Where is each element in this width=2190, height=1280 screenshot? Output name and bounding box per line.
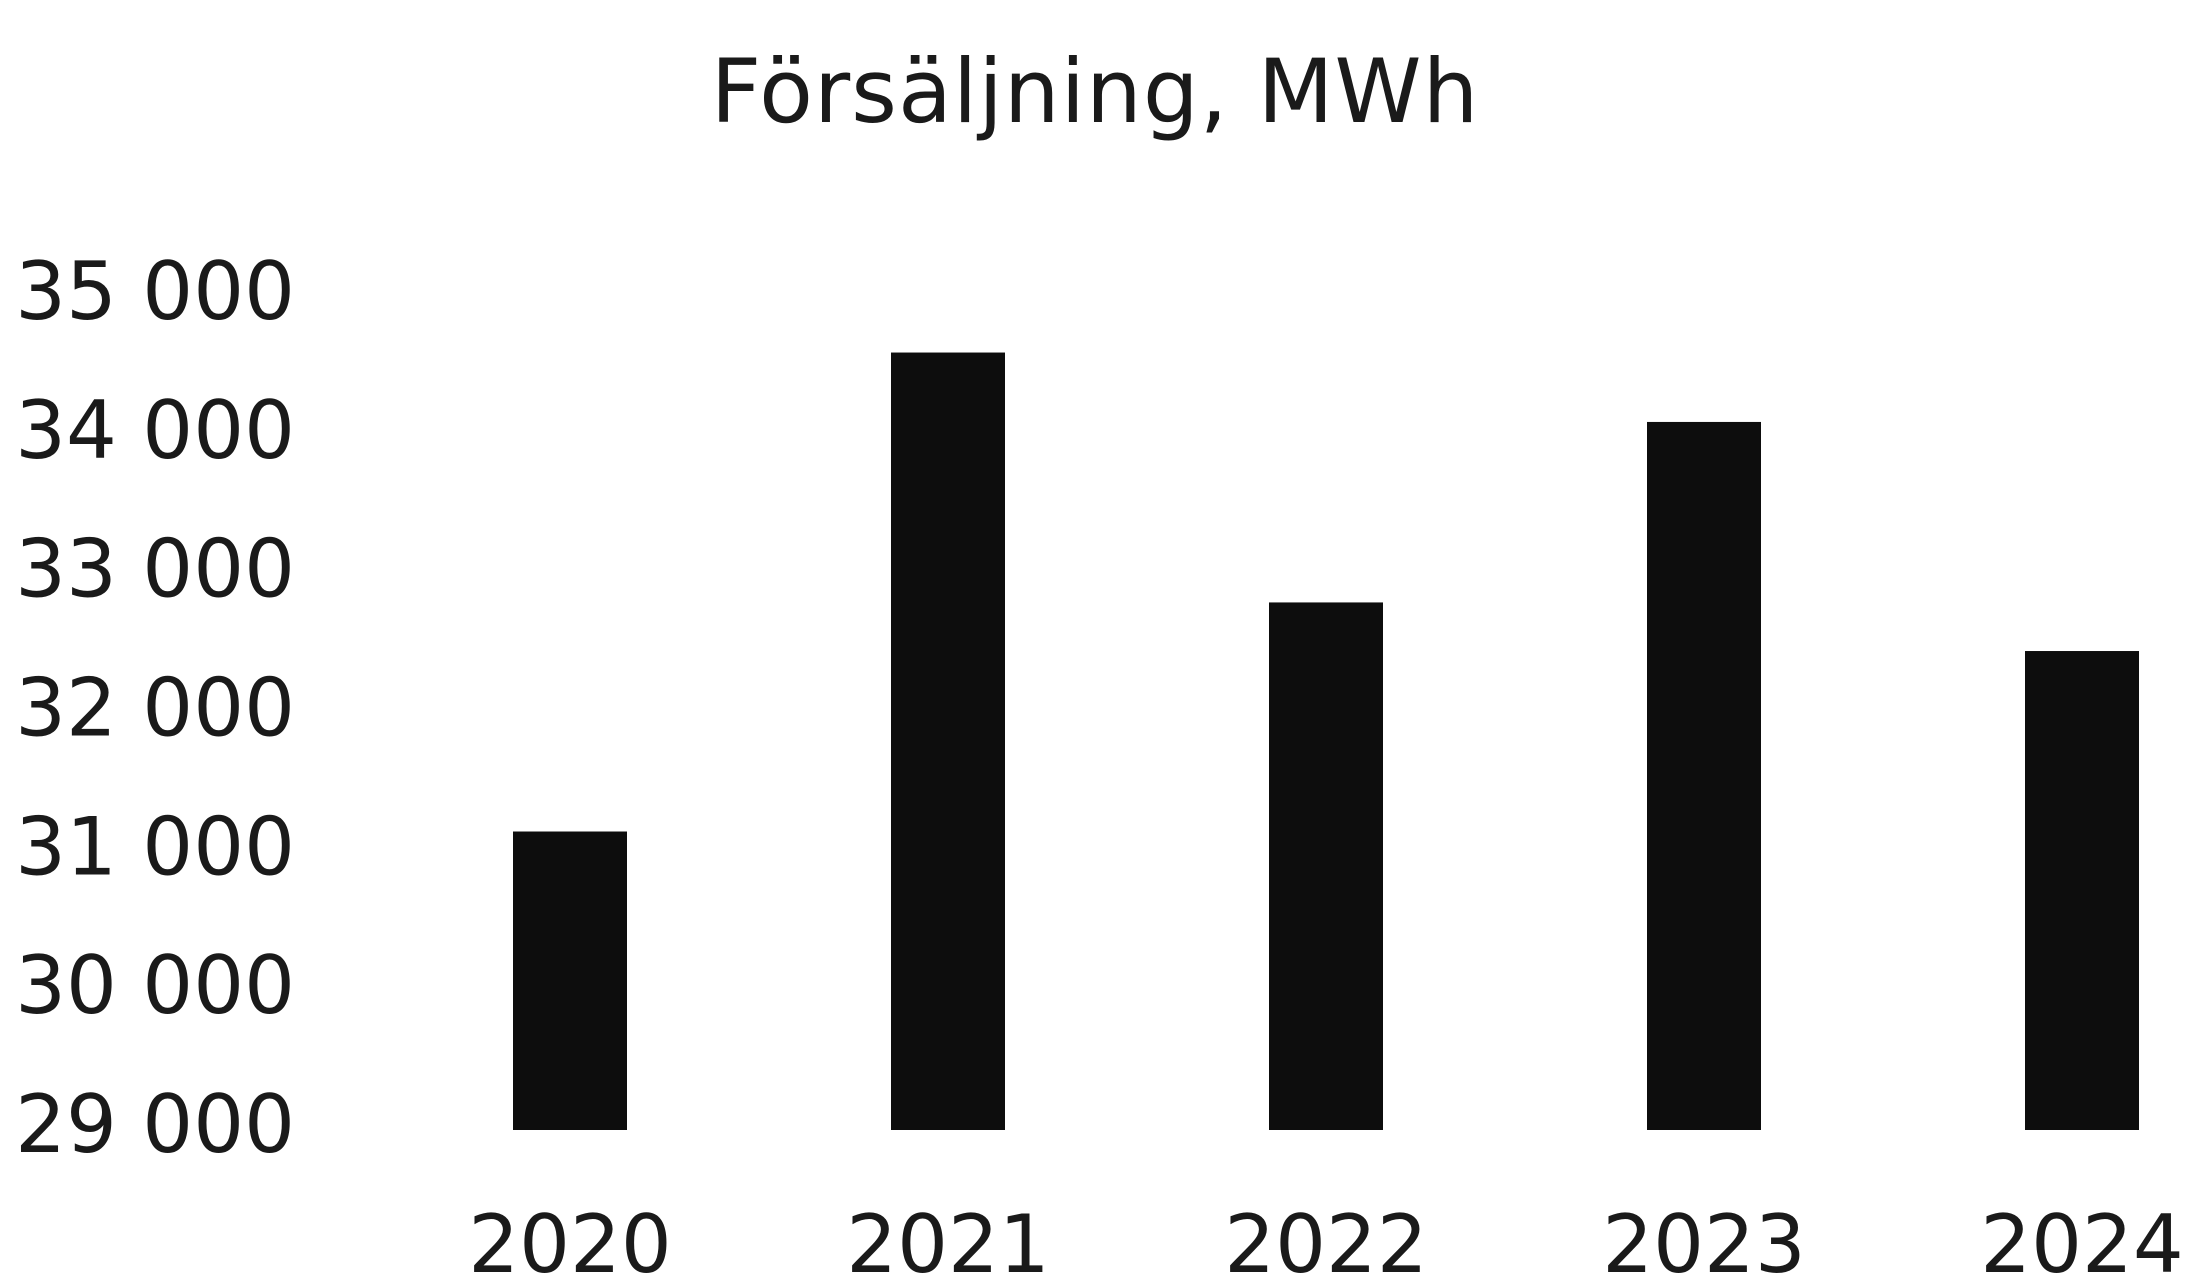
chart-title: Försäljning, MWh	[710, 40, 1480, 143]
y-axis: 35 000 34 000 33 000 32 000 31 000 30 000 29 0…	[15, 245, 295, 1171]
y-tick-label: 29 000	[15, 1078, 295, 1171]
bar-2023	[1647, 421, 1761, 1130]
x-tick-label: 2023	[1602, 1198, 1806, 1280]
x-tick-label: 2022	[1224, 1198, 1428, 1280]
y-tick-label: 34 000	[15, 384, 295, 477]
x-tick-label: 2021	[846, 1198, 1050, 1280]
x-axis: 2020 2021 2022 2023 2024	[468, 1198, 2184, 1280]
x-tick-label: 2024	[1980, 1198, 2184, 1280]
y-tick-label: 35 000	[15, 245, 295, 338]
bar-2021	[891, 352, 1005, 1130]
x-tick-label: 2020	[468, 1198, 672, 1280]
y-tick-label: 33 000	[15, 523, 295, 616]
y-tick-label: 32 000	[15, 661, 295, 754]
bar-2024	[2025, 651, 2139, 1130]
y-tick-label: 31 000	[15, 800, 295, 893]
bar-2022	[1269, 602, 1383, 1130]
y-tick-label: 30 000	[15, 939, 295, 1032]
bars	[513, 352, 2139, 1130]
bar-2020	[513, 831, 627, 1130]
